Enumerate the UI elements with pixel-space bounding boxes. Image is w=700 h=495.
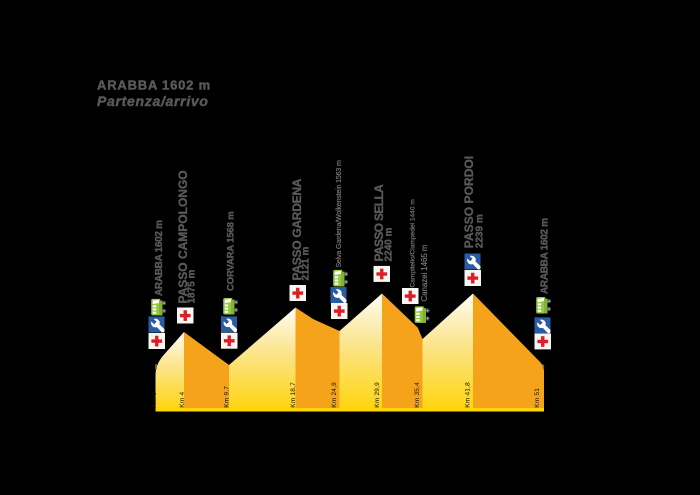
- svg-text:2121 m: 2121 m: [301, 246, 312, 280]
- svg-text:PASSO SELLA: PASSO SELLA: [372, 184, 386, 262]
- svg-text:ARABBA 1602 m: ARABBA 1602 m: [540, 218, 551, 294]
- svg-text:ARABBA 1602 m: ARABBA 1602 m: [154, 220, 165, 296]
- svg-text:Km 9,7: Km 9,7: [224, 386, 231, 408]
- svg-text:Km 18,7: Km 18,7: [290, 382, 297, 408]
- svg-text:ARABBA 1602 m: ARABBA 1602 m: [97, 77, 211, 92]
- svg-text:Km 41,8: Km 41,8: [465, 382, 472, 408]
- svg-text:Selva Gardena/Wolkenstein 1563: Selva Gardena/Wolkenstein 1563 m: [336, 160, 343, 267]
- svg-text:CORVARA 1568 m: CORVARA 1568 m: [226, 211, 237, 291]
- svg-text:2239 m: 2239 m: [475, 214, 486, 248]
- svg-text:Km 0: Km 0: [151, 392, 158, 408]
- svg-text:Km 35,4: Km 35,4: [414, 382, 421, 408]
- svg-text:Km 51: Km 51: [534, 388, 541, 408]
- svg-text:Km 4: Km 4: [179, 392, 186, 408]
- svg-text:Km 29,9: Km 29,9: [374, 382, 381, 408]
- svg-text:PASSO PORDOI: PASSO PORDOI: [462, 156, 476, 248]
- svg-text:PASSO GARDENA: PASSO GARDENA: [290, 178, 304, 280]
- svg-text:Canazei 1465 m: Canazei 1465 m: [420, 244, 429, 301]
- svg-text:Km 24,9: Km 24,9: [331, 382, 338, 408]
- svg-text:Partenza/arrivo: Partenza/arrivo: [97, 93, 209, 109]
- svg-text:2240 m: 2240 m: [384, 227, 395, 261]
- svg-text:Campitello/Ciampedel 1440 m: Campitello/Ciampedel 1440 m: [410, 199, 417, 288]
- svg-text:1875 m: 1875 m: [187, 269, 198, 303]
- svg-text:PASSO CAMPOLONGO: PASSO CAMPOLONGO: [176, 170, 190, 303]
